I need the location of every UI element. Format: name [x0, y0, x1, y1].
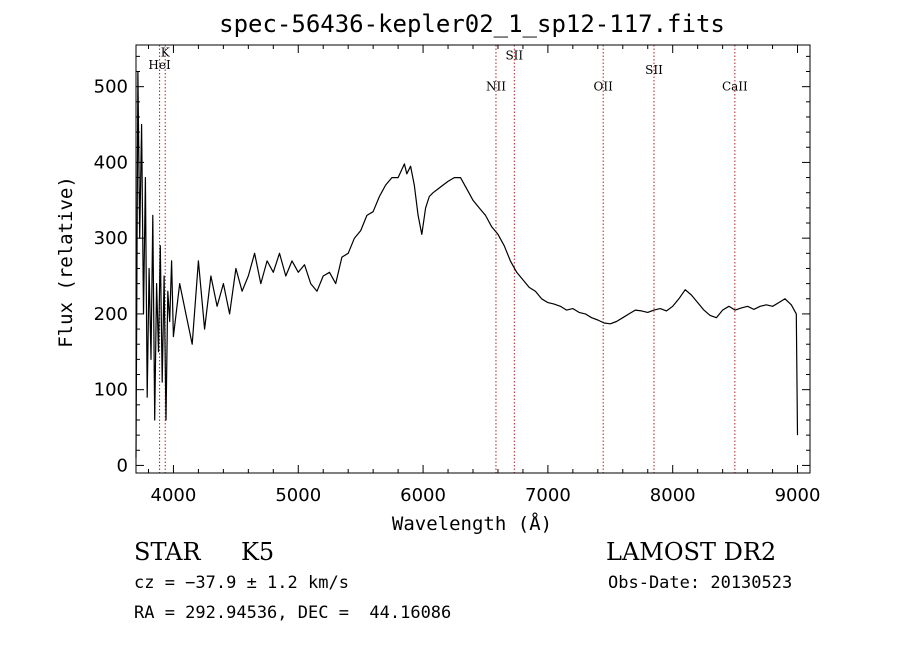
spectral-line-label: SII: [505, 48, 523, 62]
ra-dec-coordinates: RA = 292.94536, DEC = 44.16086: [134, 603, 452, 623]
y-tick-label: 300: [94, 228, 128, 249]
spectral-line-label: K: [161, 45, 171, 59]
x-tick-label: 4000: [151, 485, 197, 506]
y-tick-label: 0: [117, 455, 128, 476]
cz-value: cz = −37.9 ± 1.2 km/s: [134, 573, 349, 593]
y-axis: 0 100 200 300 400 500: [94, 55, 810, 476]
x-tick-label: 5000: [275, 485, 321, 506]
spectrum-line: [135, 70, 799, 458]
object-class: STAR: [134, 538, 201, 566]
y-tick-label: 200: [94, 304, 128, 325]
y-axis-label: Flux (relative): [55, 176, 77, 348]
spectral-line-label: NII: [486, 79, 506, 93]
survey-name: LAMOST DR2: [606, 538, 777, 566]
spectral-line-label: OII: [594, 79, 614, 93]
plot-frame: [135, 44, 811, 474]
spectral-line-label: HeI: [148, 58, 171, 72]
x-axis: 4000 5000 6000 7000 8000 9000: [147, 45, 821, 506]
y-tick-label: 100: [94, 380, 128, 401]
spectral-line-label: CaII: [722, 79, 748, 93]
obs-date: Obs-Date: 20130523: [608, 573, 793, 593]
x-axis-label: Wavelength (Å): [392, 512, 552, 535]
series-layer: [135, 70, 799, 458]
y-tick-label: 400: [94, 152, 128, 173]
x-tick-label: 7000: [525, 485, 571, 506]
y-tick-label: 500: [94, 77, 128, 98]
x-tick-label: 8000: [650, 485, 696, 506]
spectral-line-label: SII: [645, 63, 663, 77]
x-tick-label: 6000: [400, 485, 446, 506]
x-tick-label: 9000: [775, 485, 821, 506]
object-subclass: K5: [241, 538, 275, 566]
chart-title: spec-56436-kepler02_1_sp12-117.fits: [219, 10, 725, 38]
